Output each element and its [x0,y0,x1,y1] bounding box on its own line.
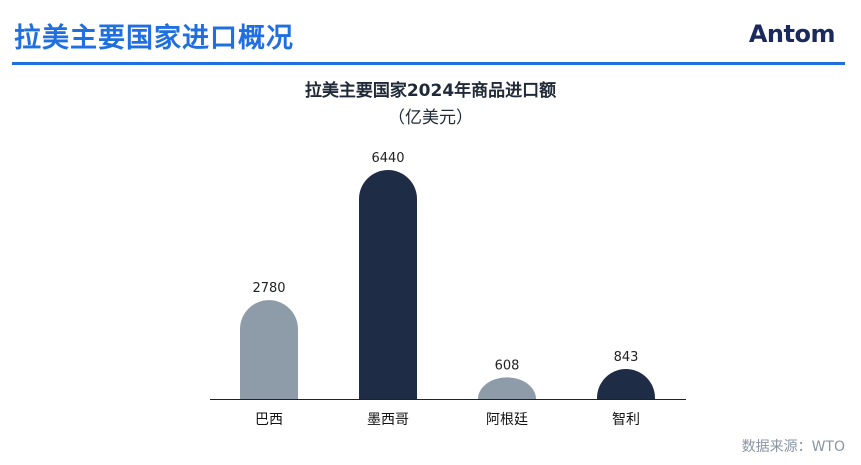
bar-1 [240,300,298,399]
bar-3 [478,377,536,399]
value-label: 6440 [371,151,404,166]
value-label: 843 [614,350,639,365]
page-title: 拉美主要国家进口概况 [14,23,294,54]
category-label: 巴西 [255,412,283,428]
category-label: 墨西哥 [367,412,409,428]
category-label: 阿根廷 [486,412,528,428]
category-label: 智利 [612,412,640,428]
bar-4 [597,369,655,399]
chart-title: 拉美主要国家2024年商品进口额 [304,81,557,101]
source-note: 数据来源：WTO [741,439,845,455]
antom-logo: Antom [748,20,836,48]
chart-subtitle: （亿美元） [388,108,473,128]
bar-2 [359,170,417,399]
header-divider [12,62,845,65]
value-label: 2780 [252,281,285,296]
value-label: 608 [495,358,520,373]
